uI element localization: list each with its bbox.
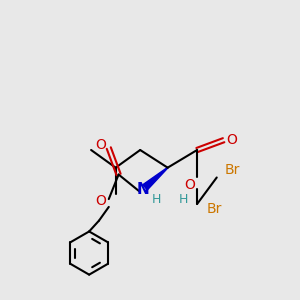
Text: O: O	[184, 178, 195, 192]
Text: O: O	[95, 138, 106, 152]
Text: Br: Br	[225, 163, 240, 177]
Text: H: H	[152, 193, 162, 206]
Text: Br: Br	[207, 202, 223, 216]
Text: O: O	[95, 194, 106, 208]
Polygon shape	[143, 167, 168, 190]
Text: H: H	[179, 193, 188, 206]
Text: N: N	[137, 182, 149, 197]
Text: O: O	[226, 133, 237, 147]
